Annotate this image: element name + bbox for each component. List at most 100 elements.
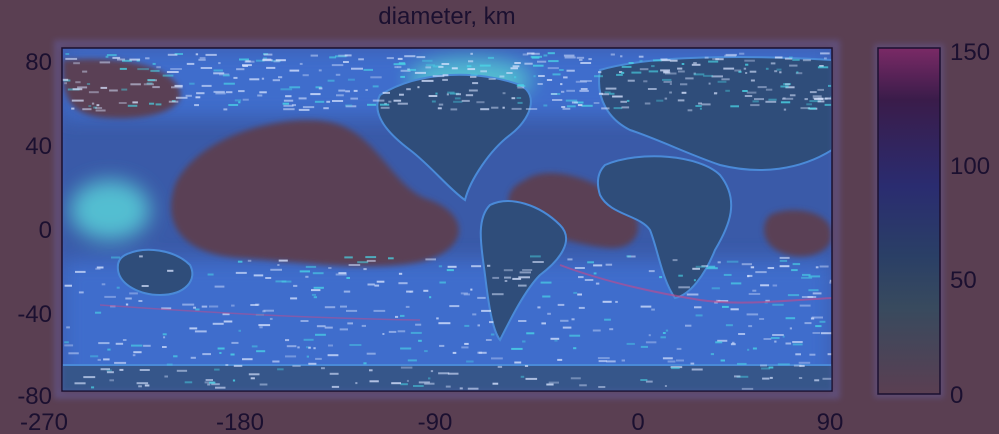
eddy-speckle [400,314,405,317]
eddy-speckle [293,284,298,287]
eddy-speckle [726,260,739,263]
eddy-speckle [379,103,390,106]
eddy-speckle [230,353,235,356]
eddy-speckle [763,338,772,340]
eddy-speckle [819,320,826,323]
eddy-speckle [481,309,491,312]
eddy-speckle [806,103,812,106]
eddy-speckle [461,346,469,349]
eddy-speckle [499,75,505,78]
eddy-speckle [645,380,653,383]
eddy-speckle [195,308,200,311]
eddy-speckle [695,265,706,268]
eddy-speckle [78,291,84,294]
eddy-speckle [819,265,829,268]
eddy-speckle [269,317,273,320]
eddy-speckle [812,97,823,100]
eddy-speckle [550,93,558,95]
eddy-speckle [410,331,422,334]
eddy-speckle [298,97,307,100]
eddy-speckle [425,64,436,67]
eddy-speckle [746,313,759,316]
eddy-speckle [133,351,142,354]
eddy-speckle [662,332,666,334]
eddy-speckle [738,333,746,335]
eddy-speckle [262,310,266,313]
eddy-speckle [522,340,526,343]
eddy-speckle [397,102,408,105]
eddy-speckle [439,281,446,284]
eddy-speckle [213,69,223,72]
eddy-speckle [189,327,198,330]
eddy-speckle [734,69,742,72]
eddy-speckle [238,329,241,332]
eddy-speckle [174,84,183,87]
eddy-speckle [450,108,458,111]
eddy-speckle [156,66,161,69]
eddy-speckle [721,78,730,81]
eddy-speckle [96,104,100,107]
eddy-speckle [512,277,522,280]
eddy-speckle [777,363,790,366]
eddy-speckle [725,53,737,56]
eddy-speckle [272,360,280,363]
eddy-speckle [438,65,444,68]
eddy-speckle [196,92,205,95]
eddy-speckle [610,53,615,56]
eddy-speckle [459,387,463,390]
eddy-speckle [817,66,829,69]
eddy-speckle [537,83,543,85]
eddy-speckle [163,336,166,339]
eddy-speckle [365,89,368,91]
eddy-speckle [65,57,78,60]
eddy-speckle [692,267,700,270]
eddy-speckle [380,106,390,109]
eddy-speckle [579,58,583,61]
eddy-speckle [311,293,316,296]
eddy-speckle [678,286,690,289]
eddy-speckle [349,344,362,346]
eddy-speckle [217,347,225,350]
eddy-speckle [547,67,559,70]
eddy-speckle [306,346,309,349]
eddy-speckle [130,83,141,86]
eddy-speckle [414,71,426,74]
eddy-speckle [609,92,615,95]
eddy-speckle [547,52,555,55]
eddy-speckle [397,57,403,60]
eddy-speckle [540,281,552,284]
eddy-speckle [272,79,280,82]
eddy-speckle [731,341,735,344]
colorbar-tick-label: 150 [950,39,990,66]
eddy-speckle [438,372,450,375]
eddy-speckle [361,324,366,327]
eddy-speckle [593,264,603,267]
eddy-speckle [566,69,575,72]
eddy-speckle [502,106,505,109]
eddy-speckle [627,255,636,258]
eddy-speckle [691,368,703,371]
eddy-speckle [768,366,774,369]
eddy-speckle [578,276,584,279]
eddy-speckle [825,97,832,100]
eddy-speckle [347,322,353,325]
eddy-speckle [814,98,824,100]
eddy-speckle [741,387,754,390]
eddy-speckle [604,318,611,321]
eddy-speckle [432,65,443,68]
eddy-speckle [207,273,214,276]
eddy-speckle [235,271,247,274]
eddy-speckle [736,375,749,378]
eddy-speckle [518,320,527,322]
eddy-speckle [297,346,300,349]
antarctica [62,364,832,391]
eddy-speckle [550,337,560,340]
eddy-speckle [798,361,811,364]
eddy-speckle [283,104,294,107]
eddy-speckle [423,289,429,292]
eddy-speckle [315,86,322,89]
eddy-speckle [344,256,353,259]
eddy-speckle [738,70,742,73]
eddy-speckle [64,341,69,344]
eddy-speckle [660,58,668,61]
